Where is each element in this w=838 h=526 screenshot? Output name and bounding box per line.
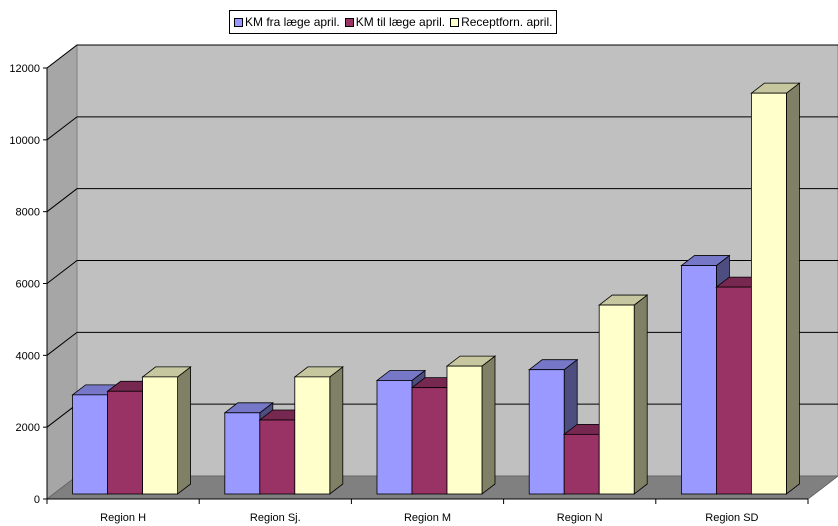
chart-legend: KM fra læge april. KM til læge april. Re… <box>229 10 558 34</box>
x-tick-label: Region M <box>404 512 451 524</box>
bar <box>681 265 717 495</box>
gridline <box>46 260 838 284</box>
bar <box>446 365 483 495</box>
bar <box>224 412 261 495</box>
bar-side <box>633 294 648 495</box>
bar <box>259 419 296 495</box>
legend-label-0: KM fra læge april. <box>245 15 340 29</box>
bar-side <box>786 82 800 495</box>
y-tick-label: 0 <box>34 494 40 506</box>
x-tick-label: Region H <box>100 512 146 524</box>
gridline <box>46 116 838 141</box>
y-tick-label: 10000 <box>9 135 40 147</box>
y-tick-label: 4000 <box>16 350 40 362</box>
bar-side <box>329 366 344 495</box>
gridline <box>46 44 838 69</box>
bar <box>411 387 448 495</box>
bar <box>72 394 108 495</box>
legend-swatch-0 <box>234 17 243 27</box>
bar <box>528 369 565 495</box>
bar <box>107 390 143 495</box>
bar <box>598 304 635 495</box>
y-tick-label: 8000 <box>16 207 40 219</box>
bar <box>294 376 331 495</box>
gridline <box>46 331 838 356</box>
bar-side <box>177 366 192 495</box>
x-tick-label: Region N <box>557 512 603 524</box>
gridline <box>46 188 838 213</box>
legend-label-1: KM til læge april. <box>355 15 446 29</box>
bar <box>376 380 413 495</box>
y-tick-label: 2000 <box>16 422 40 434</box>
y-tick-label: 12000 <box>9 63 40 75</box>
bar <box>563 433 600 495</box>
legend-item-1: KM til læge april. <box>344 15 446 29</box>
x-tick-label: Region SD <box>705 512 758 524</box>
bar <box>716 286 752 495</box>
bar <box>142 376 179 495</box>
bar-side <box>481 355 496 495</box>
legend-swatch-2 <box>450 17 460 27</box>
bar <box>751 92 787 495</box>
x-tick-label: Region Sj. <box>250 512 301 524</box>
legend-label-2: Receptforn. april. <box>461 15 553 29</box>
y-tick-label: 6000 <box>16 279 40 291</box>
legend-item-2: Receptforn. april. <box>450 15 552 29</box>
legend-swatch-1 <box>344 17 354 27</box>
legend-item-0: KM fra læge april. <box>234 15 340 29</box>
